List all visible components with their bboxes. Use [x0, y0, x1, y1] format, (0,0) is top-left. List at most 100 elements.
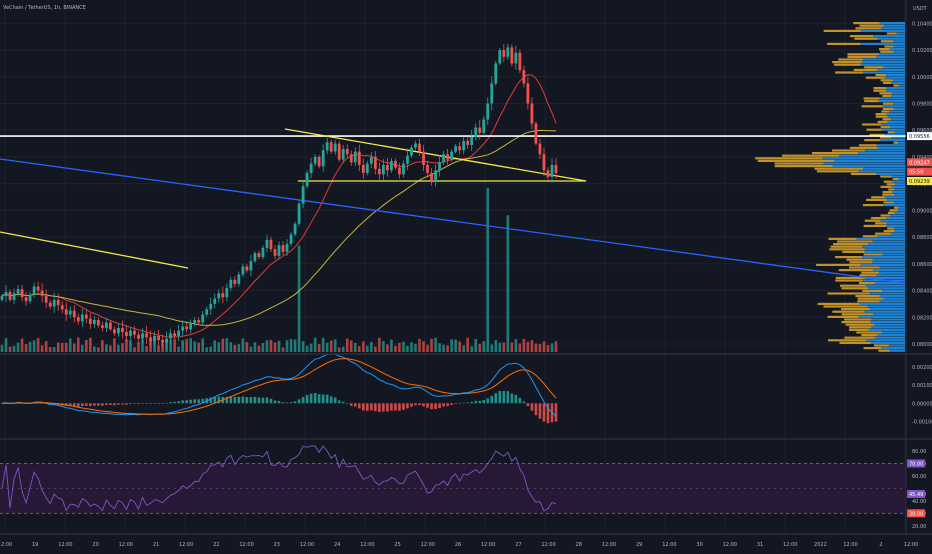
vp-row-buy	[896, 32, 905, 35]
candle-body	[365, 163, 369, 173]
vp-row-sell	[853, 68, 878, 71]
volume-bar	[510, 342, 514, 352]
vp-row-sell	[847, 53, 879, 56]
volume-bar	[233, 344, 237, 352]
vp-row-buy	[891, 136, 905, 139]
macd-histogram-bar	[394, 403, 397, 411]
vp-row-buy	[893, 50, 905, 53]
macd-histogram-bar	[450, 403, 453, 405]
vp-row-buy	[881, 128, 905, 131]
vp-row-buy	[872, 269, 905, 272]
macd-histogram-bar	[76, 403, 80, 407]
candle-body	[285, 243, 289, 252]
rsi-badge[interactable]	[907, 509, 925, 518]
candle-body	[377, 168, 381, 175]
candle-body	[229, 279, 233, 288]
vp-row-sell	[863, 253, 883, 256]
candle-body	[0, 295, 4, 300]
vp-row-sell	[845, 323, 875, 326]
vp-row-buy	[871, 326, 905, 329]
time-tick-label: 26	[455, 542, 461, 548]
candle-body	[56, 299, 60, 306]
vp-row-sell	[880, 40, 894, 43]
vp-row-sell	[858, 282, 876, 285]
price-badge[interactable]	[907, 167, 932, 176]
vp-row-sell	[841, 287, 869, 290]
macd-histogram-bar	[474, 400, 478, 404]
time-tick-label: 12:00	[843, 542, 857, 548]
volume-bar	[514, 339, 518, 352]
vp-row-sell	[861, 334, 878, 337]
macd-histogram-bar	[121, 403, 124, 405]
vp-row-sell	[816, 170, 859, 173]
vp-row-buy	[894, 193, 905, 196]
rsi-badge[interactable]	[907, 489, 925, 498]
time-tick-label: 12:00	[179, 542, 193, 548]
candle-body	[261, 247, 265, 258]
volume-bar	[121, 343, 124, 352]
vp-row-buy	[898, 84, 905, 87]
volume-bar	[430, 338, 433, 352]
vp-row-sell	[850, 172, 877, 175]
signal-line	[1, 358, 557, 415]
vp-row-sell	[880, 79, 894, 82]
macd-histogram-bar	[0, 403, 4, 404]
macd-histogram-bar	[93, 403, 96, 406]
vp-row-buy	[891, 92, 905, 95]
macd-histogram-bar	[157, 403, 160, 404]
vp-row-buy	[868, 287, 905, 290]
vp-row-buy	[876, 55, 905, 58]
triangle-upper-line[interactable]	[284, 128, 587, 182]
vp-row-sell	[816, 263, 861, 266]
macd-histogram-bar	[478, 400, 482, 404]
macd-histogram-bar	[349, 403, 353, 406]
vp-row-sell	[859, 24, 884, 27]
candle-body	[522, 70, 526, 84]
candle-body	[462, 140, 466, 151]
time-tick-label: 12:00	[58, 542, 72, 548]
volume-bar	[209, 346, 213, 352]
rsi-pane	[0, 445, 905, 514]
vp-row-buy	[834, 159, 905, 162]
candle-body	[482, 119, 486, 133]
candle-body	[100, 325, 104, 328]
volume-bar	[554, 341, 558, 352]
time-axis[interactable]: 12:00 19 12:00 20 12:00 21 12:00 22 12:00 23 12:00…	[0, 535, 932, 550]
macd-histogram-bar	[542, 403, 546, 422]
vp-row-sell	[834, 63, 861, 66]
candle-body	[422, 151, 425, 165]
price-axes[interactable]: 0.10400 0.10200 0.10000 0.09800 0.09600 0.094…	[905, 0, 932, 550]
vp-row-buy	[868, 328, 905, 331]
macd-histogram-bar	[514, 394, 518, 404]
vp-row-buy	[883, 24, 905, 27]
macd-histogram-bar	[305, 395, 309, 404]
price-badge[interactable]	[907, 132, 932, 141]
candle-body	[490, 83, 494, 104]
time-tick-label: 12:00	[481, 542, 495, 548]
trendline-drawings[interactable]	[0, 128, 906, 284]
candle-body	[281, 245, 285, 252]
volume-bar	[205, 347, 209, 352]
time-tick-label: 22	[213, 542, 219, 548]
macd-histogram-bar	[265, 397, 269, 404]
rsi-badge[interactable]	[907, 459, 925, 468]
candle-body	[68, 310, 72, 315]
macd-histogram-bar	[357, 403, 361, 409]
price-badge[interactable]	[907, 158, 932, 167]
pane-separators[interactable]	[0, 353, 932, 535]
vp-row-buy	[872, 258, 905, 261]
vp-row-buy	[822, 157, 905, 160]
macd-histogram-bar	[233, 396, 237, 404]
candle-body	[221, 293, 225, 298]
rsi-tick-label: 60.00	[912, 474, 926, 480]
blue-trendline[interactable]	[0, 158, 906, 284]
macd-histogram-bar	[466, 402, 469, 404]
vp-row-buy	[893, 79, 905, 82]
price-badge[interactable]	[907, 176, 932, 185]
yellow-trendline[interactable]	[0, 231, 189, 269]
vp-row-buy	[890, 126, 905, 129]
volume-bar	[101, 340, 104, 352]
vp-row-sell	[857, 300, 880, 303]
